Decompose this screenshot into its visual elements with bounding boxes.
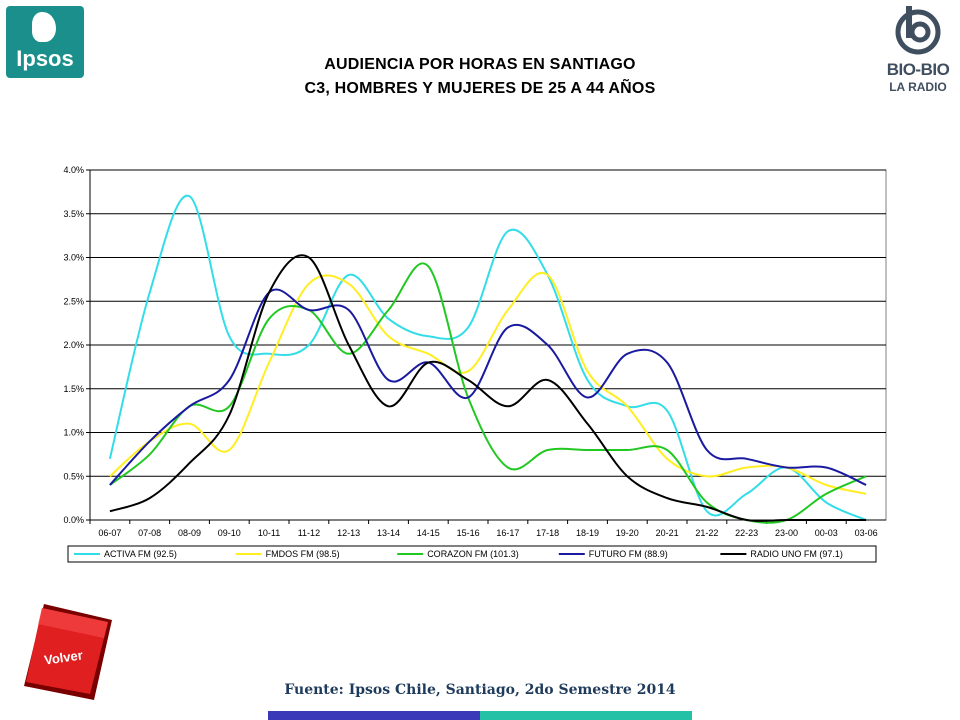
x-tick-label: 09-10 [218, 528, 241, 538]
y-tick-label: 3.0% [63, 253, 84, 263]
x-tick-label: 15-16 [457, 528, 480, 538]
chart-title-line1: AUDIENCIA POR HORAS EN SANTIAGO [324, 56, 636, 73]
source-note: Fuente: Ipsos Chile, Santiago, 2do Semes… [284, 682, 676, 698]
ipsos-logo-text: Ipsos [16, 46, 74, 71]
y-tick-label: 0.5% [63, 471, 84, 481]
y-tick-label: 4.0% [63, 165, 84, 175]
x-tick-label: 17-18 [536, 528, 559, 538]
x-tick-label: 07-08 [138, 528, 161, 538]
x-tick-label: 10-11 [258, 528, 280, 538]
x-tick-label: 06-07 [98, 528, 121, 538]
legend-label-4: RADIO UNO FM (97.1) [750, 549, 843, 559]
legend-label-1: FMDOS FM (98.5) [266, 549, 340, 559]
ipsos-logo: Ipsos [6, 6, 84, 78]
y-tick-label: 1.0% [63, 428, 84, 438]
audience-chart: 0.0% 0.5% 1.0% 1.5% 2.0% 2.5% 3.0% 3.5% 4.0% 06-0… [48, 150, 896, 582]
chart-title-line2: C3, HOMBRES Y MUJERES DE 25 A 44 AÑOS [304, 80, 656, 97]
ipsos-face-icon [32, 12, 56, 42]
series-line-4 [109, 254, 867, 522]
legend-label-3: FUTURO FM (88.9) [589, 549, 668, 559]
chart-svg: 0.0% 0.5% 1.0% 1.5% 2.0% 2.5% 3.0% 3.5% 4.0% 06-0… [63, 165, 887, 563]
footer-bar-green [480, 711, 692, 720]
biobio-logo-name: BIO-BIO [886, 60, 950, 79]
x-tick-label: 14-15 [417, 528, 440, 538]
x-tick-label: 19-20 [616, 528, 639, 538]
x-tick-label: 21-22 [695, 528, 718, 538]
x-tick-label: 13-14 [377, 528, 400, 538]
x-tick-label: 22-23 [735, 528, 758, 538]
x-tick-label: 00-03 [815, 528, 838, 538]
legend-box [67, 545, 877, 563]
footer-bar-blue [268, 711, 480, 720]
y-tick-label: 0.0% [63, 515, 84, 525]
biobio-radio-icon [895, 6, 941, 55]
x-tick-label: 08-09 [178, 528, 201, 538]
biobio-logo: BIO-BIO LA RADIO [880, 4, 956, 104]
volver-button[interactable] [24, 604, 112, 700]
x-tick-label: 03-06 [855, 528, 878, 538]
x-tick-label: 16-17 [496, 528, 519, 538]
y-tick-label: 1.5% [63, 384, 84, 394]
x-tick-label: 18-19 [576, 528, 599, 538]
series-line-3 [109, 288, 867, 486]
legend-label-0: ACTIVA FM (92.5) [104, 549, 177, 559]
x-tick-label: 11-12 [298, 528, 320, 538]
x-tick-label: 12-13 [337, 528, 360, 538]
x-tick-label: 23-00 [775, 528, 798, 538]
x-tick-label: 20-21 [656, 528, 679, 538]
series-line-0 [108, 194, 867, 521]
series-line-1 [109, 271, 867, 495]
biobio-logo-sub: LA RADIO [889, 80, 947, 94]
legend-label-2: CORAZON FM (101.3) [427, 549, 519, 559]
y-tick-label: 2.0% [63, 340, 84, 350]
y-tick-label: 3.5% [63, 209, 84, 219]
y-tick-label: 2.5% [63, 296, 84, 306]
